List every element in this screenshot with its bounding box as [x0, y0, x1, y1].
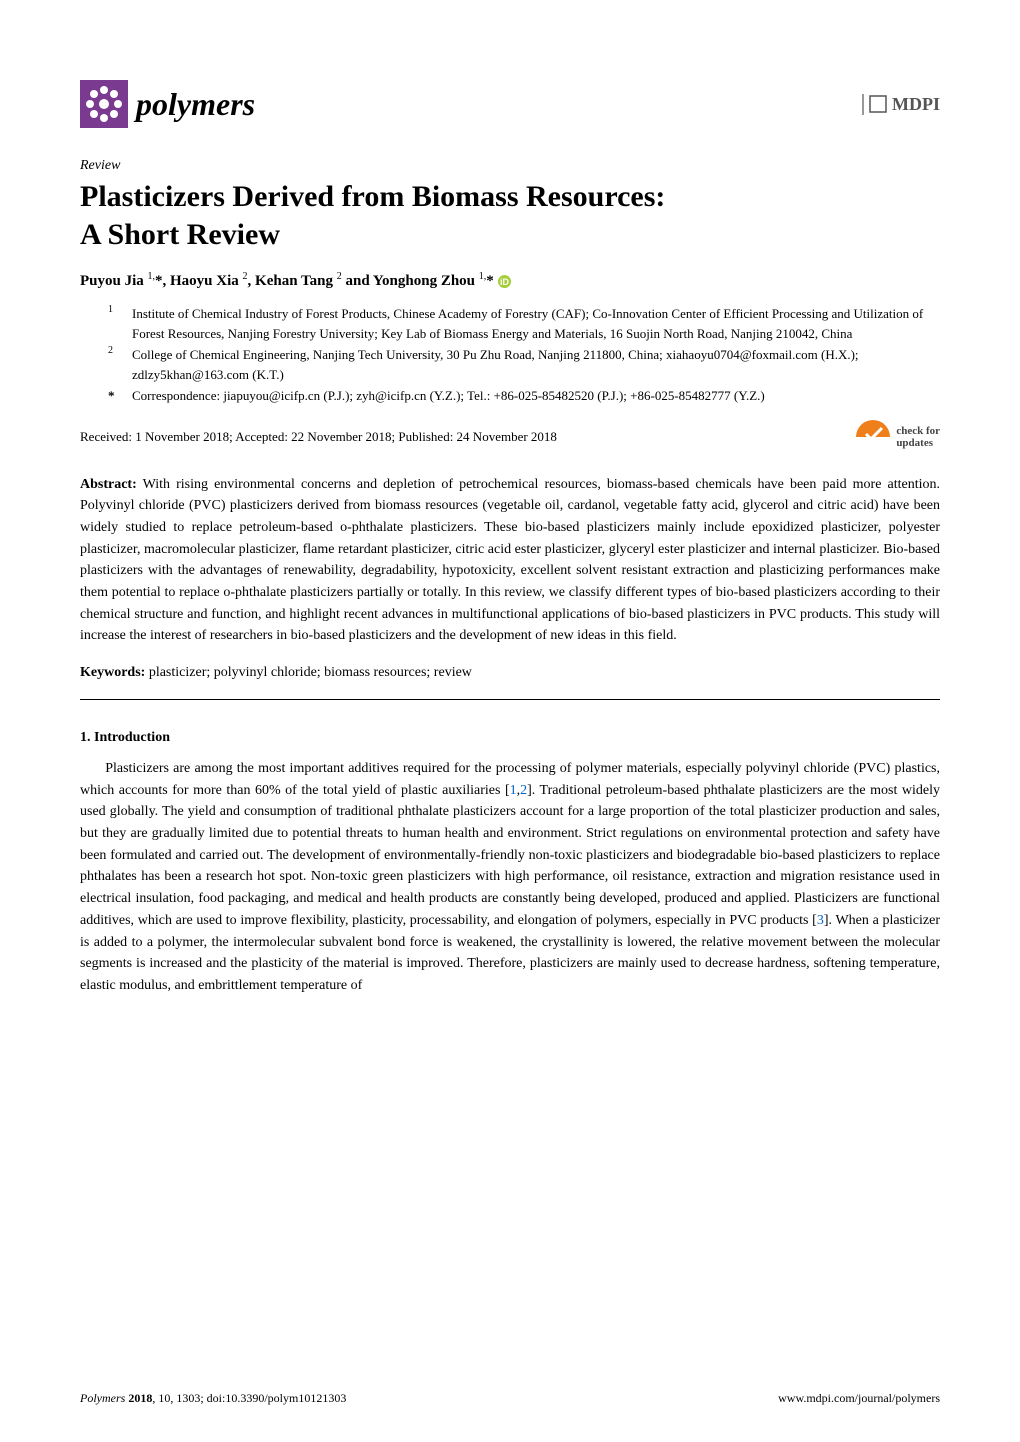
check-line-2: updates: [896, 437, 940, 449]
aff-2-text: College of Chemical Engineering, Nanjing…: [132, 345, 940, 384]
footer-right[interactable]: www.mdpi.com/journal/polymers: [778, 1391, 940, 1406]
keywords-label: Keywords:: [80, 665, 145, 680]
author-list: Puyou Jia 1,*, Haoyu Xia 2, Kehan Tang 2…: [80, 271, 940, 290]
abstract-label: Abstract:: [80, 477, 137, 492]
header-row: polymers MDPI: [80, 80, 940, 128]
author-4: Yonghong Zhou: [373, 273, 479, 289]
dates-row: Received: 1 November 2018; Accepted: 22 …: [80, 420, 940, 454]
affiliation-2: 2 College of Chemical Engineering, Nanji…: [108, 345, 940, 384]
author-1-star: *: [155, 273, 163, 289]
aff-1-text: Institute of Chemical Industry of Forest…: [132, 304, 940, 343]
keywords: Keywords: plasticizer; polyvinyl chlorid…: [80, 665, 940, 681]
affiliations-block: 1 Institute of Chemical Industry of Fore…: [80, 304, 940, 406]
polymers-logo-icon: [80, 80, 128, 128]
check-line-1: check for: [896, 425, 940, 437]
abstract: Abstract: With rising environmental conc…: [80, 474, 940, 648]
article-dates: Received: 1 November 2018; Accepted: 22 …: [80, 429, 557, 445]
aff-2-num: 2: [108, 343, 132, 382]
ref-link-3[interactable]: 3: [817, 913, 824, 928]
author-1-aff: 1,: [148, 271, 156, 282]
corr-star: *: [108, 386, 132, 406]
orcid-icon[interactable]: iD: [498, 275, 511, 288]
mdpi-text: MDPI: [892, 94, 940, 115]
section-divider: [80, 699, 940, 700]
affiliation-1: 1 Institute of Chemical Industry of Fore…: [108, 304, 940, 343]
ref-link-1[interactable]: 1: [510, 783, 517, 798]
mdpi-logo: MDPI: [862, 94, 940, 115]
footer-left: Polymers 2018, 10, 1303; doi:10.3390/pol…: [80, 1391, 346, 1406]
page-footer: Polymers 2018, 10, 1303; doi:10.3390/pol…: [80, 1391, 940, 1406]
article-type: Review: [80, 158, 940, 174]
author-3: Kehan Tang: [255, 273, 337, 289]
title-line-1: Plasticizers Derived from Biomass Resour…: [80, 180, 665, 213]
author-2: Haoyu Xia: [170, 273, 243, 289]
section-1-paragraph-1: Plasticizers are among the most importan…: [80, 758, 940, 997]
title-line-2: A Short Review: [80, 218, 280, 251]
keywords-text: plasticizer; polyvinyl chloride; biomass…: [145, 665, 472, 680]
author-4-star: *: [486, 273, 494, 289]
corr-text: Correspondence: jiapuyou@icifp.cn (P.J.)…: [132, 386, 940, 406]
svg-text:iD: iD: [500, 277, 509, 287]
article-title: Plasticizers Derived from Biomass Resour…: [80, 178, 940, 253]
check-for-updates[interactable]: check for updates: [856, 420, 940, 454]
correspondence: * Correspondence: jiapuyou@icifp.cn (P.J…: [108, 386, 940, 406]
mdpi-icon: [868, 94, 888, 114]
abstract-text: With rising environmental concerns and d…: [80, 477, 940, 644]
author-1: Puyou Jia: [80, 273, 148, 289]
journal-name: polymers: [136, 86, 255, 123]
check-updates-icon: [856, 420, 890, 454]
aff-1-num: 1: [108, 302, 132, 341]
journal-logo: polymers: [80, 80, 255, 128]
section-1-heading: 1. Introduction: [80, 730, 940, 746]
